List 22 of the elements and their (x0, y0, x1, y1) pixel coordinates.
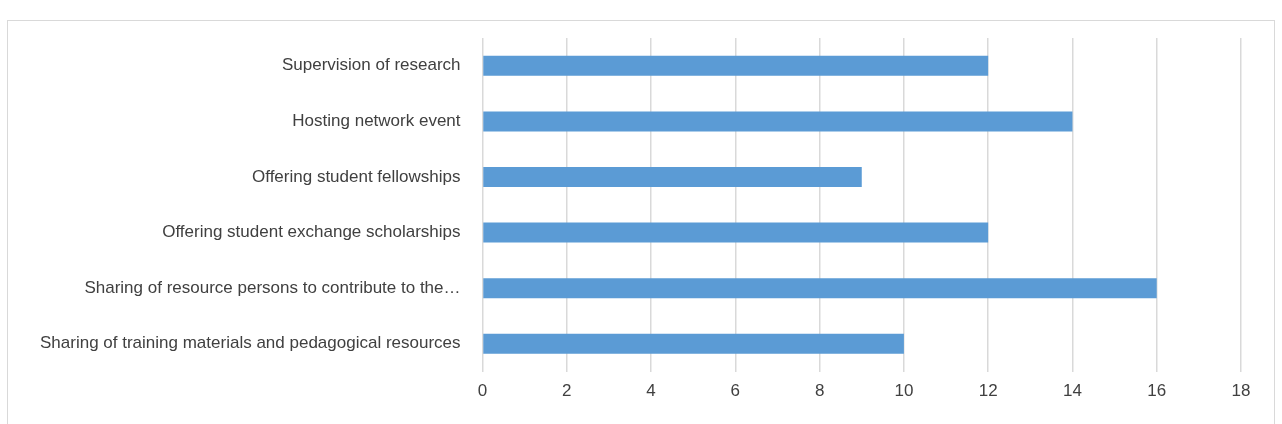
y-tick-label: Hosting network event (292, 111, 461, 131)
y-tick-label: Offering student fellowships (251, 166, 461, 186)
bar (483, 333, 904, 354)
y-tick-label: Offering student exchange scholarships (162, 222, 461, 242)
x-tick-label: 6 (730, 381, 741, 401)
x-tick-label: 0 (477, 381, 488, 401)
x-tick-label: 8 (814, 381, 825, 401)
bar (483, 55, 989, 76)
x-tick-label: 18 (1231, 381, 1251, 401)
x-tick-label: 12 (978, 381, 998, 401)
bar (483, 111, 1073, 132)
y-tick-label: Sharing of resource persons to contribute to the… (84, 277, 461, 297)
bar (483, 166, 862, 188)
bar (483, 278, 1157, 299)
bar (483, 222, 989, 243)
x-tick-label: 14 (1062, 381, 1082, 401)
x-tick-label: 4 (646, 381, 656, 401)
x-tick-label: 16 (1147, 381, 1167, 401)
x-tick-label: 10 (894, 381, 914, 401)
y-tick-label: Sharing of training materials and pedagogical resources (39, 333, 461, 353)
x-tick-label: 2 (562, 381, 572, 401)
y-tick-label: Supervision of research (281, 55, 461, 75)
